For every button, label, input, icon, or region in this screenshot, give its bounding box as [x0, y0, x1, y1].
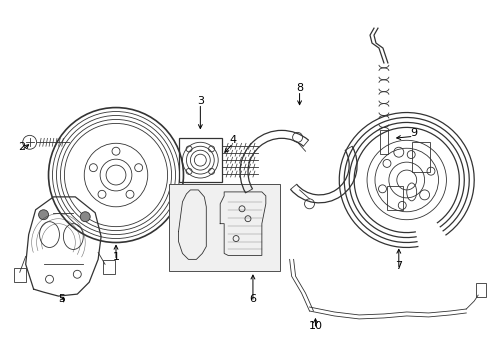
Text: 6: 6: [249, 294, 256, 304]
Text: 2: 2: [18, 142, 25, 152]
Bar: [178, 138, 222, 182]
Bar: [14, 268, 26, 282]
Bar: [475, 283, 485, 297]
Bar: [379, 130, 387, 154]
Circle shape: [39, 210, 48, 220]
Bar: [168, 184, 279, 271]
Text: 10: 10: [308, 321, 322, 331]
Text: 8: 8: [295, 83, 303, 93]
Text: 1: 1: [112, 252, 119, 262]
Circle shape: [80, 212, 90, 222]
Bar: [386, 186, 402, 210]
Text: 7: 7: [394, 261, 402, 271]
Text: 5: 5: [58, 294, 65, 304]
Text: 3: 3: [197, 95, 203, 105]
Bar: [103, 260, 115, 274]
Text: 9: 9: [409, 128, 416, 138]
Text: 4: 4: [229, 135, 236, 145]
Bar: [168, 184, 279, 271]
Bar: [411, 142, 428, 172]
